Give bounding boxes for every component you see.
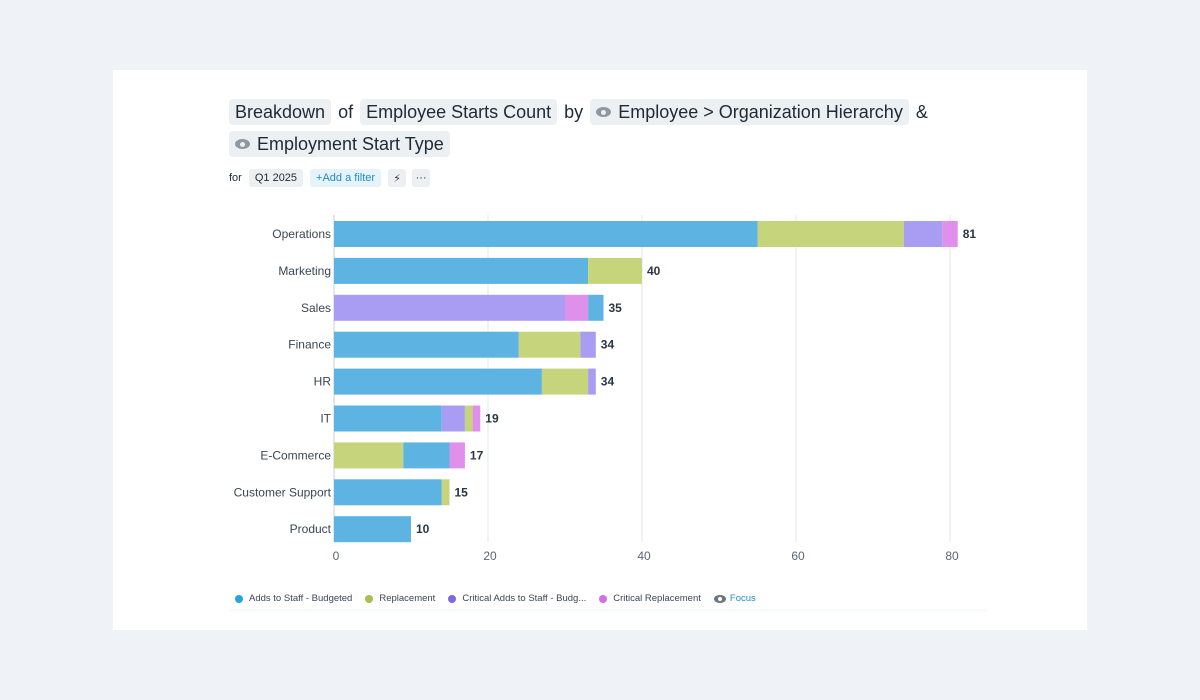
x-tick-label: 40 bbox=[637, 549, 651, 563]
category-label: E-Commerce bbox=[260, 448, 331, 462]
period-filter-chip[interactable]: Q1 2025 bbox=[248, 169, 304, 187]
filter-bar: for Q1 2025 +Add a filter ⚡ ··· bbox=[229, 169, 436, 187]
dimension1-label: Employee > Organization Hierarchy bbox=[618, 102, 903, 122]
legend-swatch bbox=[599, 594, 608, 603]
bar-segment[interactable] bbox=[334, 294, 565, 321]
category-label: HR bbox=[314, 375, 332, 389]
x-tick-label: 80 bbox=[945, 549, 959, 563]
x-tick-label: 60 bbox=[791, 549, 805, 563]
bar-segment[interactable] bbox=[334, 405, 442, 432]
category-label: Product bbox=[290, 522, 332, 536]
x-tick-label: 0 bbox=[333, 549, 340, 563]
legend-swatch bbox=[448, 594, 457, 603]
bar-segment[interactable] bbox=[334, 257, 589, 284]
bar-segment[interactable] bbox=[334, 479, 442, 506]
bar-segment[interactable] bbox=[903, 221, 943, 247]
bar-total-label: 35 bbox=[609, 301, 623, 315]
legend-item[interactable]: Critical Adds to Staff - Budg... bbox=[448, 593, 586, 604]
chart-title-line-2: Employment Start Type bbox=[229, 131, 450, 157]
bar-segment[interactable] bbox=[588, 294, 604, 321]
bar-segment[interactable] bbox=[403, 442, 450, 469]
legend-item[interactable]: Critical Replacement bbox=[599, 593, 701, 604]
chart-legend: Adds to Staff - Budgeted Replacement Criti… bbox=[235, 593, 756, 604]
bar-total-label: 81 bbox=[963, 227, 977, 241]
bar-segment[interactable] bbox=[588, 257, 642, 284]
category-label: Finance bbox=[288, 338, 331, 352]
eye-icon bbox=[713, 594, 726, 603]
bar-segment[interactable] bbox=[334, 442, 404, 469]
bar-segment[interactable] bbox=[580, 331, 596, 358]
bar-segment[interactable] bbox=[518, 331, 581, 358]
bar-segment[interactable] bbox=[757, 221, 904, 247]
bar-segment[interactable] bbox=[449, 442, 465, 469]
bar-segment[interactable] bbox=[334, 368, 542, 395]
bar-segment[interactable] bbox=[334, 331, 519, 358]
title-of-word: of bbox=[338, 101, 354, 122]
title-and-word: & bbox=[915, 101, 928, 122]
metric-pill[interactable]: Employee Starts Count bbox=[360, 99, 558, 125]
bar-total-label: 15 bbox=[455, 485, 469, 499]
legend-label: Adds to Staff - Budgeted bbox=[249, 593, 353, 604]
legend-item[interactable]: Replacement bbox=[365, 593, 435, 604]
bar-total-label: 17 bbox=[470, 448, 484, 462]
bar-total-label: 34 bbox=[601, 375, 615, 389]
bar-total-label: 19 bbox=[485, 412, 499, 426]
bar-segment[interactable] bbox=[334, 516, 411, 543]
category-label: Operations bbox=[272, 227, 331, 241]
bar-segment[interactable] bbox=[334, 221, 758, 247]
bar-segment[interactable] bbox=[441, 405, 465, 432]
bar-segment[interactable] bbox=[441, 479, 450, 506]
more-options-icon[interactable]: ··· bbox=[412, 169, 431, 187]
eye-icon bbox=[596, 107, 612, 117]
report-card bbox=[113, 70, 1087, 630]
focus-button[interactable]: Focus bbox=[713, 593, 756, 604]
bar-total-label: 10 bbox=[416, 522, 430, 536]
category-label: Customer Support bbox=[234, 485, 332, 499]
bar-segment[interactable] bbox=[565, 294, 589, 321]
legend-item[interactable]: Adds to Staff - Budgeted bbox=[235, 593, 352, 604]
dimension1-pill[interactable]: Employee > Organization Hierarchy bbox=[590, 99, 909, 125]
measure-pill[interactable]: Breakdown bbox=[229, 99, 332, 125]
legend-label: Critical Replacement bbox=[613, 593, 701, 604]
for-label: for bbox=[229, 172, 242, 184]
title-by-word: by bbox=[564, 101, 584, 122]
legend-label: Critical Adds to Staff - Budg... bbox=[462, 593, 587, 604]
focus-label: Focus bbox=[729, 593, 756, 604]
bar-total-label: 40 bbox=[647, 264, 661, 278]
dimension2-label: Employment Start Type bbox=[257, 134, 444, 154]
bar-segment[interactable] bbox=[942, 221, 958, 247]
bar-total-label: 34 bbox=[601, 338, 615, 352]
bar-segment[interactable] bbox=[588, 368, 596, 395]
category-label: IT bbox=[320, 412, 331, 426]
chart-title-line-1: Breakdown of Employee Starts Count by Em… bbox=[229, 99, 935, 125]
eye-icon bbox=[235, 139, 250, 149]
x-tick-label: 20 bbox=[483, 549, 497, 563]
legend-swatch bbox=[235, 594, 243, 603]
bar-segment[interactable] bbox=[464, 405, 473, 432]
category-label: Marketing bbox=[278, 264, 331, 278]
legend-divider bbox=[229, 609, 987, 613]
bar-segment[interactable] bbox=[541, 368, 589, 395]
bolt-icon[interactable]: ⚡ bbox=[388, 169, 407, 187]
bar-segment[interactable] bbox=[472, 405, 481, 432]
legend-swatch bbox=[365, 594, 374, 603]
dimension2-pill[interactable]: Employment Start Type bbox=[229, 131, 450, 157]
category-label: Sales bbox=[301, 301, 331, 315]
legend-label: Replacement bbox=[379, 593, 436, 604]
add-filter-button[interactable]: +Add a filter bbox=[310, 169, 382, 187]
